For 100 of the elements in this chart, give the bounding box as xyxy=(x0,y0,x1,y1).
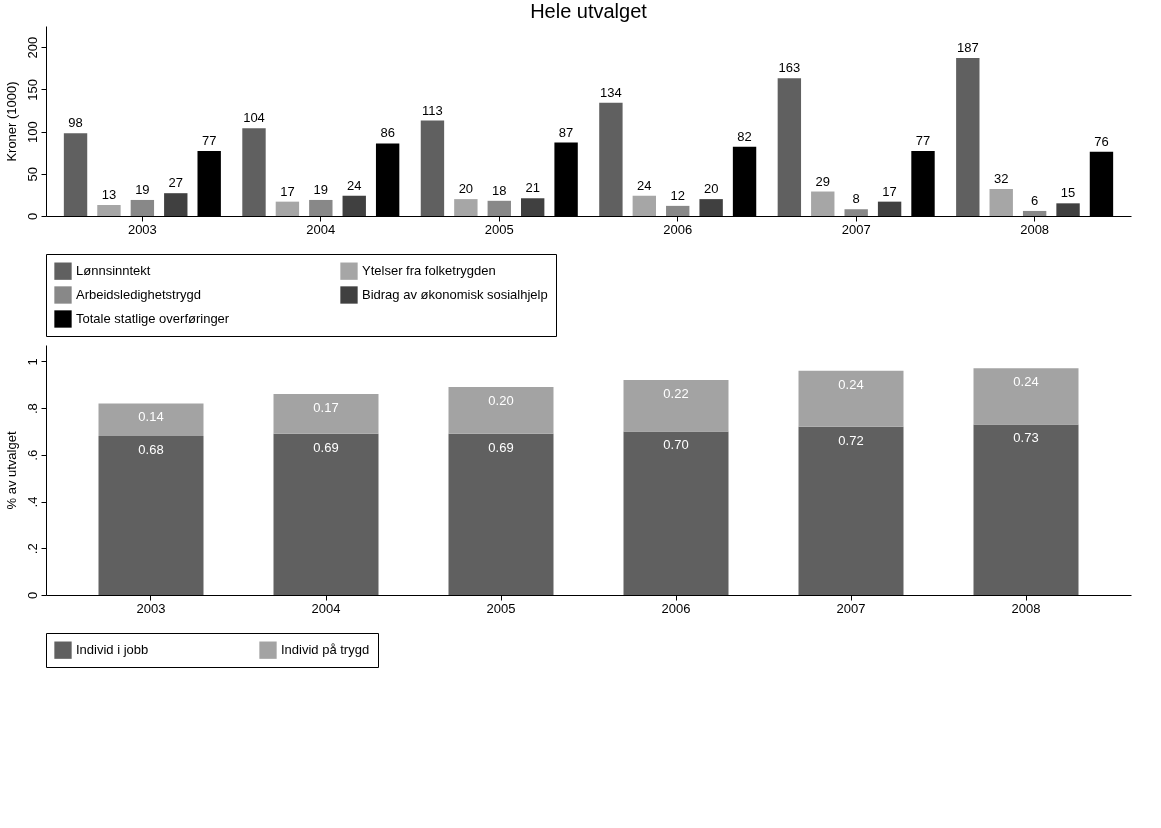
bar xyxy=(811,191,835,216)
x-tick-label: 2008 xyxy=(1020,221,1050,237)
data-label: 163 xyxy=(778,60,801,76)
data-label: 29 xyxy=(815,173,830,189)
y-axis-title: Kroner (1000) xyxy=(3,81,19,162)
data-label: 21 xyxy=(525,180,540,196)
y-tick-label: .4 xyxy=(24,496,40,508)
data-label: 15 xyxy=(1060,185,1076,201)
data-label: 8 xyxy=(852,191,860,207)
legend-label: Arbeidsledighetstrygd xyxy=(76,287,202,302)
data-label: 187 xyxy=(956,40,979,56)
data-label: 0.68 xyxy=(138,442,164,458)
data-label: 104 xyxy=(243,110,265,126)
bar xyxy=(98,403,204,437)
data-label: 77 xyxy=(915,132,931,148)
bar xyxy=(877,201,902,216)
bar xyxy=(273,394,379,434)
bar xyxy=(798,426,904,595)
bar xyxy=(956,58,980,216)
y-tick-label: 0 xyxy=(24,212,40,221)
bar xyxy=(798,370,904,427)
y-tick-label: 1 xyxy=(24,358,40,366)
legend-label: Ytelser fra folketrygden xyxy=(362,263,496,279)
data-label: 87 xyxy=(558,124,574,140)
data-label: 0.72 xyxy=(838,432,864,448)
legend-label: Bidrag av økonomisk sosialhjelp xyxy=(362,287,548,302)
bar xyxy=(448,387,554,434)
bar xyxy=(63,133,88,216)
data-label: 18 xyxy=(492,182,507,198)
data-label: 77 xyxy=(201,132,217,148)
data-label: 24 xyxy=(347,177,362,193)
bar xyxy=(1022,210,1047,216)
x-tick-label: 2006 xyxy=(663,221,693,237)
legend-label: Lønnsinntekt xyxy=(76,263,151,279)
data-label: 19 xyxy=(313,181,329,197)
data-label: 0.69 xyxy=(313,439,339,455)
data-label: 27 xyxy=(168,175,184,191)
data-label: 19 xyxy=(135,181,150,197)
bar xyxy=(275,201,300,216)
bar xyxy=(420,120,445,216)
y-tick-label: 50 xyxy=(24,167,40,182)
data-label: 24 xyxy=(637,177,652,193)
bar xyxy=(97,205,121,216)
bar xyxy=(164,193,188,216)
legend-label: Individ i jobb xyxy=(76,642,149,658)
y-tick-label: 0 xyxy=(24,591,40,600)
y-axis-title: % av utvalget xyxy=(3,431,19,510)
bar xyxy=(242,128,266,216)
data-label: 13 xyxy=(101,187,117,203)
data-label: 0.14 xyxy=(138,409,164,425)
bar xyxy=(973,368,1079,425)
bar xyxy=(989,188,1013,216)
data-label: 0.24 xyxy=(838,376,864,392)
bar xyxy=(623,380,729,432)
y-tick-label: .6 xyxy=(24,449,40,461)
bar xyxy=(342,195,366,216)
x-tick-label: 2006 xyxy=(661,600,691,616)
bar xyxy=(844,209,868,216)
y-tick-label: .8 xyxy=(24,403,40,415)
x-tick-label: 2007 xyxy=(841,221,871,237)
data-label: 12 xyxy=(670,187,685,203)
data-label: 0.73 xyxy=(1013,430,1039,446)
y-tick-label: 150 xyxy=(24,78,40,101)
data-label: 17 xyxy=(882,183,897,199)
x-tick-label: 2005 xyxy=(484,221,514,237)
data-label: 86 xyxy=(380,125,395,141)
x-tick-label: 2003 xyxy=(136,600,166,616)
data-label: 82 xyxy=(737,128,752,144)
x-tick-label: 2005 xyxy=(486,600,516,616)
y-tick-label: .2 xyxy=(24,543,40,555)
data-label: 0.69 xyxy=(488,439,514,455)
bar xyxy=(273,433,379,595)
data-label: 0.70 xyxy=(663,437,689,453)
bar xyxy=(1056,203,1080,216)
data-label: 0.24 xyxy=(1013,374,1039,390)
data-label: 134 xyxy=(600,84,622,100)
data-label: 17 xyxy=(280,183,295,199)
legend-label: Individ på trygd xyxy=(281,642,370,658)
bar xyxy=(487,200,511,216)
bar xyxy=(777,78,802,216)
bar xyxy=(130,199,155,216)
data-label: 32 xyxy=(993,170,1009,186)
bar xyxy=(666,205,690,216)
x-tick-label: 2008 xyxy=(1011,600,1041,616)
data-label: 20 xyxy=(703,181,719,197)
bar xyxy=(454,199,478,216)
bar xyxy=(632,195,657,216)
x-tick-label: 2007 xyxy=(836,600,866,616)
legend-label: Totale statlige overføringer xyxy=(76,311,230,326)
bar xyxy=(520,198,545,216)
data-label: 0.20 xyxy=(488,393,514,409)
data-label: 113 xyxy=(422,102,443,118)
data-label: 0.22 xyxy=(663,386,689,402)
bar xyxy=(309,199,333,216)
data-label: 98 xyxy=(68,115,83,131)
x-tick-label: 2004 xyxy=(311,600,341,616)
bar xyxy=(98,436,204,595)
bar xyxy=(699,199,723,216)
y-tick-label: 100 xyxy=(24,121,40,143)
data-label: 0.17 xyxy=(313,400,339,416)
